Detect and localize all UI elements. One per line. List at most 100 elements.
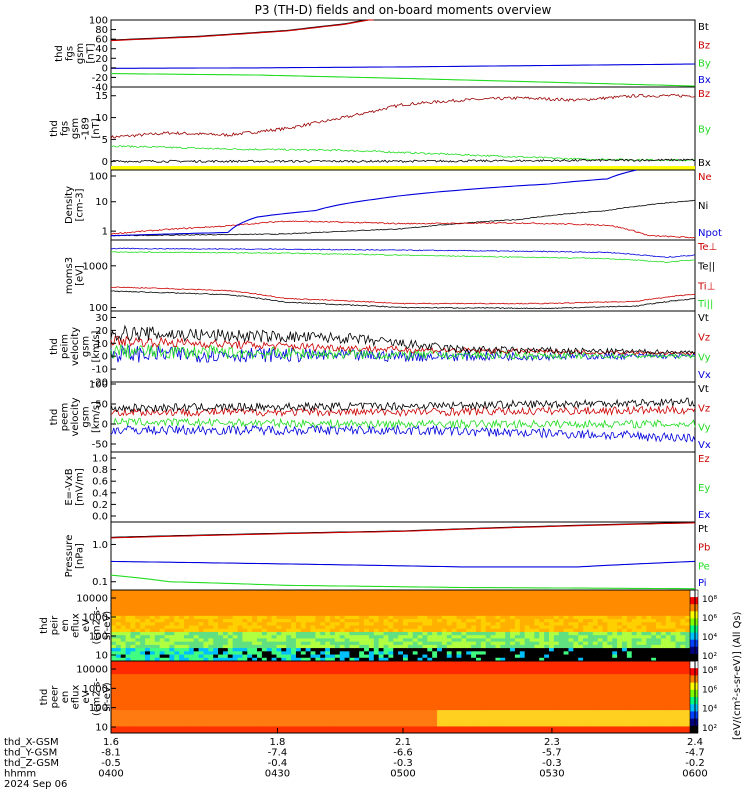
- y-axis-label: peim: [60, 334, 71, 359]
- y-axis-label: [nT]: [91, 118, 102, 138]
- y-axis-label: velocity: [70, 397, 81, 436]
- x-tick-label: 0600: [682, 769, 707, 780]
- x-tick-label: 0500: [390, 769, 415, 780]
- y-tick-label: 10: [95, 723, 108, 734]
- y-tick-label: 1.0: [92, 454, 108, 465]
- y-axis-label: [km/s]: [91, 401, 102, 433]
- y-axis-label: fgs: [60, 121, 71, 136]
- y-tick-label: 0.2: [92, 500, 108, 511]
- x-tick-label: 0430: [265, 769, 290, 780]
- legend-label: Vy: [698, 423, 711, 434]
- plot-date: 2024 Sep 06: [4, 779, 67, 790]
- y-axis-label: (cm2-s-: [92, 606, 103, 644]
- y-axis-label: Density: [64, 186, 75, 224]
- legend-label: Vt: [698, 384, 709, 395]
- legend-label: Bz: [698, 89, 710, 100]
- y-axis-label: [nPa]: [75, 543, 86, 569]
- panel-frame: [111, 87, 695, 170]
- y-axis-label: gsm: [70, 118, 81, 139]
- legend-label: Vy: [698, 352, 711, 363]
- y-axis-label: (cm2-s-: [92, 678, 103, 716]
- series-npot: [111, 170, 637, 236]
- series-bz: [111, 94, 695, 139]
- y-axis-label: eflux: [71, 685, 82, 710]
- y-tick-label: 0.8: [92, 465, 108, 476]
- colorbar-tick-label: 10⁶: [702, 685, 717, 695]
- y-axis-label: eV: [81, 619, 92, 632]
- x-row-label: thd_Z-GSM: [4, 758, 59, 769]
- y-tick-label: 0: [102, 352, 108, 363]
- series-bx: [111, 74, 695, 86]
- x-tick-label: 0400: [98, 769, 123, 780]
- series-pb: [111, 523, 695, 538]
- series-bt: [111, 20, 374, 40]
- panel-frame: [111, 452, 695, 522]
- y-axis-label: [km/s]: [91, 330, 102, 362]
- legend-label: Pe: [698, 561, 710, 572]
- legend-label: Pt: [698, 524, 708, 535]
- series-vx: [111, 425, 695, 442]
- y-tick-label: 0.1: [92, 577, 108, 588]
- x-tick-label: -0.3: [393, 758, 413, 769]
- y-axis-label: gsm: [81, 336, 92, 357]
- legend-label: Vt: [698, 313, 709, 324]
- y-axis-label: sr-eV): [102, 611, 113, 640]
- legend-label: Te||: [697, 262, 715, 273]
- y-tick-label: 30: [95, 313, 108, 324]
- y-axis-label: moms3: [64, 257, 75, 294]
- series-by: [111, 64, 695, 68]
- x-tick-label: -7.4: [268, 748, 288, 759]
- y-tick-label: 1: [102, 227, 108, 238]
- y-axis-label: [nT]: [86, 43, 97, 63]
- x-tick-label: 2.3: [544, 737, 560, 748]
- x-tick-label: 1.6: [103, 737, 119, 748]
- x-row-label: thd_Y-GSM: [4, 748, 57, 759]
- series-ni: [111, 200, 695, 236]
- legend-label: Ex: [698, 510, 710, 521]
- y-tick-label: 0.4: [92, 488, 108, 499]
- legend-label: Bx: [698, 158, 711, 169]
- y-tick-label: 5: [102, 135, 108, 146]
- y-axis-label: E=-VxB: [64, 468, 75, 505]
- x-tick-label: -8.1: [101, 748, 121, 759]
- colorbar-tick-label: 10²: [702, 724, 717, 734]
- colorbar-tick-label: 10⁴: [702, 705, 717, 715]
- y-tick-label: 10000: [76, 594, 108, 605]
- panel-frame: [111, 311, 695, 382]
- x-row-label: hhmm: [4, 769, 36, 780]
- y-tick-label: -50: [92, 440, 108, 451]
- legend-label: Ne: [698, 172, 712, 183]
- y-axis-label: en: [60, 691, 71, 704]
- panel-frame: [111, 170, 695, 240]
- series-pi: [111, 561, 695, 567]
- colorbar-tick-label: 10⁸: [702, 666, 717, 676]
- y-axis-label: thd: [49, 409, 60, 426]
- legend-label: Ni: [698, 201, 708, 212]
- series-bz: [111, 20, 374, 41]
- y-tick-label: 100: [89, 172, 108, 183]
- x-row-label: thd_X-GSM: [4, 737, 59, 748]
- legend-label: Npot: [698, 228, 722, 239]
- y-axis-label: gsm: [75, 43, 86, 64]
- series-ti: [111, 287, 695, 304]
- legend-label: Vx: [698, 370, 711, 381]
- y-tick-label: 15: [95, 91, 108, 102]
- y-axis-label: peir: [50, 615, 61, 635]
- legend-label: Vz: [698, 403, 710, 414]
- panel-frame: [111, 522, 695, 590]
- legend-label: By: [698, 59, 711, 70]
- series-pe: [111, 575, 695, 589]
- legend-label: Bx: [698, 75, 711, 86]
- colorbar-tick-label: 10⁶: [702, 614, 717, 624]
- y-axis-label: -189: [81, 117, 92, 140]
- y-axis-label: peer: [50, 685, 61, 709]
